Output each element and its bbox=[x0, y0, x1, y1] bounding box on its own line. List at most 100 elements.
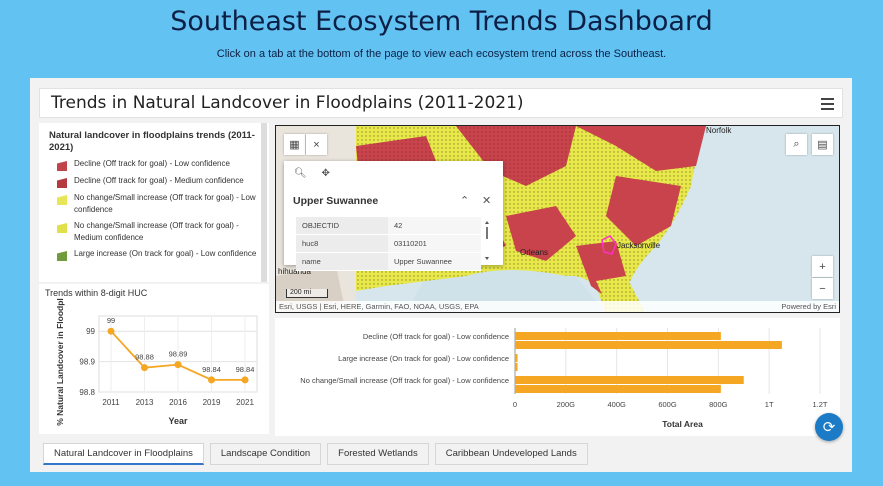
dashboard-panel: Trends in Natural Landcover in Floodplai… bbox=[30, 78, 852, 472]
x-tick-label: 400G bbox=[607, 400, 626, 409]
x-tick-label: 800G bbox=[709, 400, 728, 409]
legend-label: Decline (Off track for goal) - Medium co… bbox=[74, 176, 244, 185]
bar bbox=[515, 354, 518, 362]
popup-field-value: 42 bbox=[388, 217, 481, 234]
bar-chart: 0 200G 400G 600G 800G 1T 1.2T Decline (Off trac… bbox=[300, 328, 828, 429]
line-chart-title: Trends within 8-digit HUC bbox=[45, 288, 148, 298]
popup-toolbar: 🔍︎ ✥ bbox=[294, 168, 330, 179]
y-category-label: Decline (Off track for goal) - Low confi… bbox=[363, 332, 509, 341]
bar bbox=[515, 332, 721, 340]
tab-natural-landcover-in-floodplains[interactable]: Natural Landcover in Floodplains bbox=[43, 443, 204, 465]
map-label-norfolk: Norfolk bbox=[706, 126, 732, 135]
popup-field-value: 03110201 bbox=[388, 235, 481, 252]
map-label-jacksonville: Jacksonville bbox=[617, 241, 661, 250]
y-category-label: Large increase (On track for goal) - Low… bbox=[338, 354, 509, 363]
legend-panel: Natural landcover in floodplains trends … bbox=[39, 123, 269, 282]
legend-swatch bbox=[57, 178, 67, 188]
x-tick-label: 1.2T bbox=[812, 400, 827, 409]
data-point bbox=[241, 376, 249, 384]
collapse-chevron-icon[interactable]: ⌃ bbox=[460, 195, 470, 207]
search-icon[interactable]: ⌕ bbox=[786, 134, 807, 155]
legend-item: Decline (Off track for goal) - Medium co… bbox=[39, 175, 269, 188]
pan-move-icon[interactable]: ✥ bbox=[321, 168, 330, 179]
tab-forested-wetlands[interactable]: Forested Wetlands bbox=[327, 443, 429, 465]
zoom-out-button[interactable]: − bbox=[812, 278, 833, 299]
y-axis-label: % Natural Landcover in Floodpl bbox=[55, 298, 65, 426]
legend-swatch bbox=[57, 161, 67, 171]
legend-label: Large increase (On track for goal) - Low… bbox=[74, 249, 257, 258]
legend-swatch bbox=[57, 223, 67, 233]
y-tick-label: 98.9 bbox=[79, 358, 95, 367]
data-label: 98.89 bbox=[169, 350, 188, 359]
x-tick-label: 2011 bbox=[102, 398, 120, 407]
data-label: 99 bbox=[107, 316, 115, 325]
popup-field-value: Upper Suwannee bbox=[388, 253, 481, 270]
popup-row: huc8 03110201 bbox=[296, 235, 481, 253]
page-title: Southeast Ecosystem Trends Dashboard bbox=[170, 6, 713, 37]
legend-label: Decline (Off track for goal) - Low confi… bbox=[74, 159, 230, 168]
zoom-to-icon[interactable]: 🔍︎ bbox=[294, 168, 307, 179]
tab-bar: Natural Landcover in Floodplains Landscap… bbox=[43, 443, 594, 465]
bar bbox=[515, 341, 782, 349]
popup-scrollbar[interactable] bbox=[485, 221, 489, 261]
legend-title: Natural landcover in floodplains trends … bbox=[49, 130, 255, 153]
popup-field-name: OBJECTID bbox=[296, 217, 388, 234]
page-subtitle: Click on a tab at the bottom of the page… bbox=[216, 48, 667, 60]
popup-field-name: huc8 bbox=[296, 235, 388, 252]
data-point bbox=[174, 361, 182, 369]
legend-scrollbar[interactable] bbox=[261, 123, 267, 282]
popup-row: name Upper Suwannee bbox=[296, 253, 481, 271]
popup-attribute-table: OBJECTID 42 huc8 03110201 name Upper Suwannee bbox=[296, 217, 481, 271]
popup-field-name: name bbox=[296, 253, 388, 270]
feature-popup: 🔍︎ ✥ Upper Suwannee ⌃ ✕ OBJECTID 42 huc8 03… bbox=[284, 161, 503, 271]
data-label: 98.88 bbox=[135, 353, 154, 362]
hamburger-menu-icon[interactable] bbox=[821, 98, 834, 110]
popup-row: OBJECTID 42 bbox=[296, 217, 481, 235]
layer-list-icon[interactable]: ▤ bbox=[812, 134, 833, 155]
basemap-gallery-icon[interactable]: ▦ bbox=[284, 134, 305, 155]
x-tick-label: 1T bbox=[765, 400, 774, 409]
bar bbox=[515, 363, 518, 371]
legend-swatch bbox=[57, 195, 67, 205]
x-tick-label: 2021 bbox=[236, 398, 254, 407]
bar bbox=[515, 385, 721, 393]
close-icon[interactable]: × bbox=[306, 134, 327, 155]
bar-chart-panel: 0 200G 400G 600G 800G 1T 1.2T Decline (Off trac… bbox=[275, 318, 840, 436]
x-tick-label: 200G bbox=[557, 400, 576, 409]
x-tick-label: 2013 bbox=[136, 398, 154, 407]
popup-title: Upper Suwannee bbox=[293, 195, 379, 207]
data-point bbox=[208, 376, 215, 384]
legend-item: No change/Small increase (Off track for … bbox=[39, 220, 269, 244]
y-tick-label: 98.8 bbox=[79, 388, 95, 397]
legend-item: No change/Small increase (Off track for … bbox=[39, 192, 269, 216]
x-tick-label: 600G bbox=[658, 400, 677, 409]
map-label-chihuahua: hihuahua bbox=[278, 267, 311, 276]
legend-item: Large increase (On track for goal) - Low… bbox=[39, 248, 269, 261]
y-tick-label: 99 bbox=[86, 327, 95, 336]
x-tick-label: 2016 bbox=[169, 398, 187, 407]
map-attribution: Esri, USGS | Esri, HERE, Garmin, FAO, NO… bbox=[276, 301, 839, 312]
scale-bar: 200 mi bbox=[286, 289, 328, 298]
map-credit-text: Esri, USGS | Esri, HERE, Garmin, FAO, NO… bbox=[279, 302, 479, 311]
map-label-orleans: Orleans bbox=[520, 248, 548, 257]
legend-label: No change/Small increase (Off track for … bbox=[74, 221, 239, 242]
tab-caribbean-undeveloped-lands[interactable]: Caribbean Undeveloped Lands bbox=[434, 443, 588, 465]
tab-landscape-condition[interactable]: Landscape Condition bbox=[209, 443, 322, 465]
popup-close-icon[interactable]: ✕ bbox=[482, 195, 492, 207]
data-label: 98.84 bbox=[236, 365, 255, 374]
x-tick-label: 2019 bbox=[203, 398, 221, 407]
data-point bbox=[141, 364, 148, 372]
x-tick-label: 0 bbox=[513, 400, 517, 409]
legend-label: No change/Small increase (Off track for … bbox=[74, 193, 256, 214]
bar bbox=[515, 376, 744, 384]
x-axis-label: Year bbox=[168, 416, 188, 426]
powered-by-esri[interactable]: Powered by Esri bbox=[781, 302, 836, 311]
data-point bbox=[107, 327, 115, 335]
line-chart-panel: Trends within 8-digit HUC 98.8 98.9 99 2011… bbox=[39, 284, 269, 434]
data-label: 98.84 bbox=[202, 365, 221, 374]
x-axis-label: Total Area bbox=[662, 419, 703, 429]
line-chart: 98.8 98.9 99 2011 2013 2016 2019 2021 99 98.88 98.… bbox=[55, 298, 258, 426]
refresh-button[interactable]: ⟳ bbox=[815, 413, 843, 441]
header-title: Trends in Natural Landcover in Floodplai… bbox=[51, 93, 524, 113]
zoom-in-button[interactable]: + bbox=[812, 256, 833, 277]
